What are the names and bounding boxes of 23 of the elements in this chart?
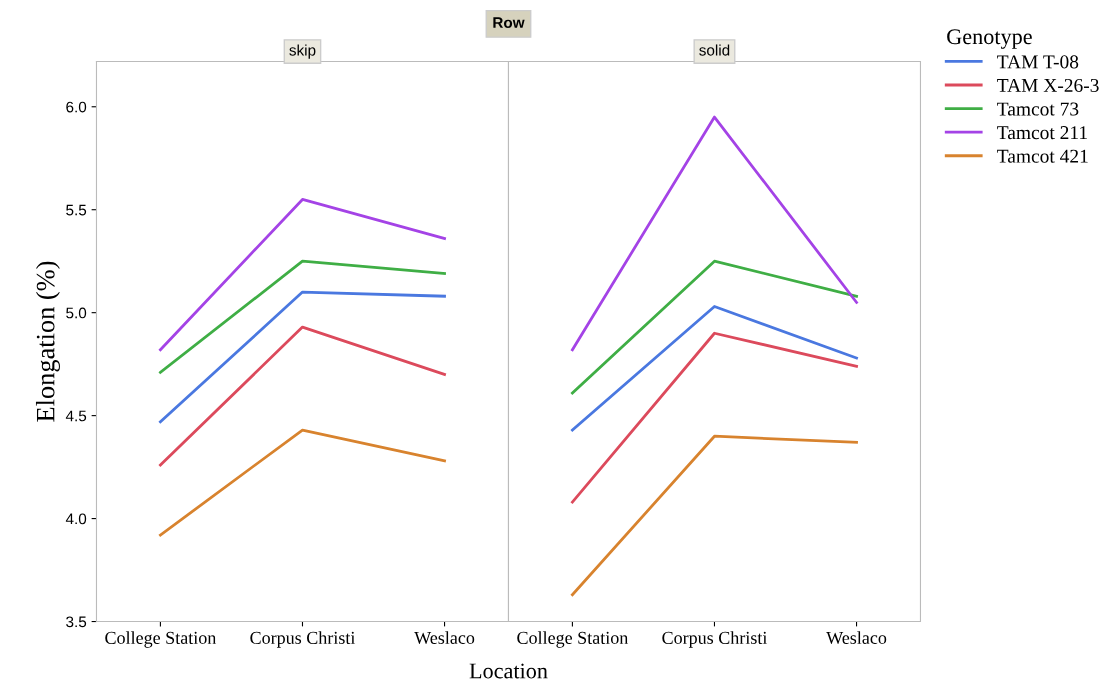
x-tick-label: Corpus Christi xyxy=(250,631,356,648)
y-tick-label: 5.5 xyxy=(66,204,87,216)
x-tick-label: Weslaco xyxy=(826,631,887,645)
y-tick-label: 5.0 xyxy=(66,307,87,319)
x-tick-label: College Station xyxy=(105,631,217,648)
y-tick-label: 4.5 xyxy=(65,410,87,422)
y-tick-label: 6.0 xyxy=(66,101,87,113)
text: Row xyxy=(493,17,525,29)
chart-title: skip xyxy=(289,44,316,59)
legend-label: TAM T-08 xyxy=(997,55,1079,69)
legend-label: Tamcot 421 xyxy=(997,149,1088,163)
chart-title: solid xyxy=(699,44,730,56)
legend-label: Tamcot 211 xyxy=(997,126,1087,140)
legend-label: Tamcot 73 xyxy=(997,102,1079,116)
x-axis-title: Location xyxy=(469,663,548,679)
y-tick-label: 3.5 xyxy=(66,616,87,628)
x-tick-label: College Station xyxy=(517,631,629,648)
y-tick-label: 4.0 xyxy=(65,513,87,525)
x-tick-label: Weslaco xyxy=(414,631,475,645)
y-axis-title: Elongation (%) xyxy=(35,261,60,422)
x-tick-label: Corpus Christi xyxy=(662,631,768,648)
legend-title: Genotype xyxy=(947,29,1032,49)
legend-label: TAM X-26-3 xyxy=(997,78,1099,92)
